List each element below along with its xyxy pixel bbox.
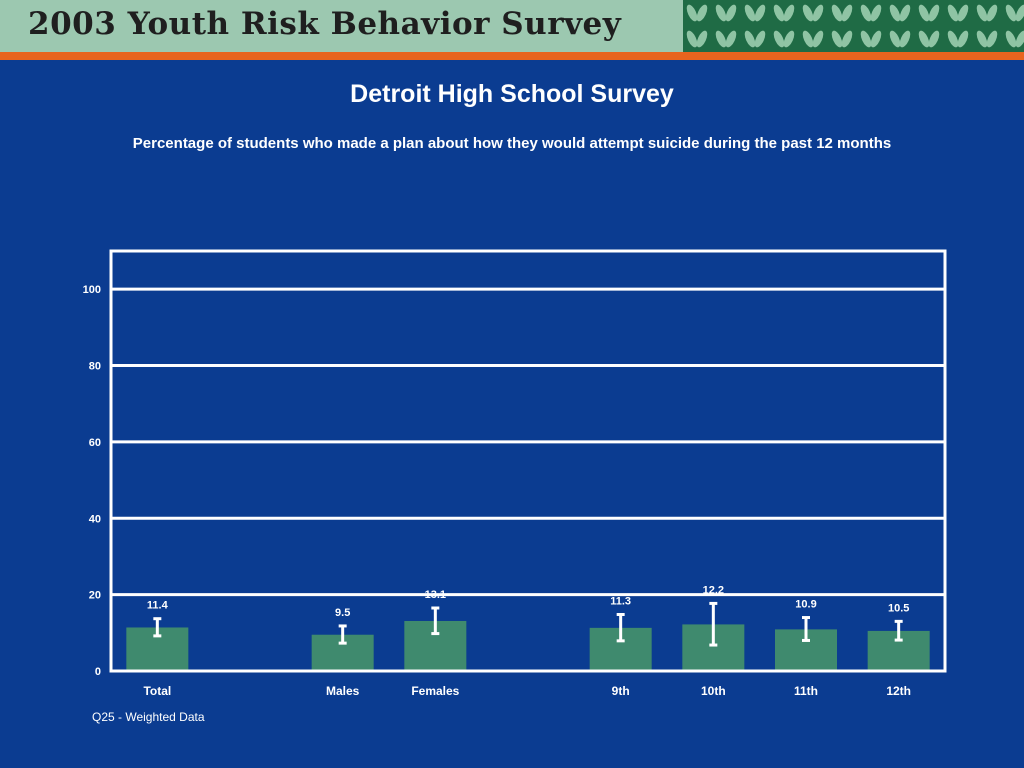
banner-stripe bbox=[0, 52, 1024, 60]
header-banner: 2003 Youth Risk Behavior Survey bbox=[0, 0, 1024, 52]
page-title: Detroit High School Survey bbox=[350, 80, 674, 108]
data-label: 11.3 bbox=[610, 595, 631, 607]
x-tick-label: 10th bbox=[701, 684, 726, 698]
leaf-pattern-icon bbox=[686, 4, 1024, 48]
y-tick-label: 40 bbox=[89, 513, 101, 525]
data-label: 13.1 bbox=[425, 589, 446, 601]
footnote: Q25 - Weighted Data bbox=[92, 710, 205, 724]
y-tick-label: 20 bbox=[89, 590, 101, 602]
chart-subtitle: Percentage of students who made a plan a… bbox=[132, 135, 892, 152]
y-tick-label: 60 bbox=[89, 437, 101, 449]
data-label: 11.4 bbox=[147, 600, 169, 612]
x-tick-label: Total bbox=[143, 684, 171, 698]
leaf-pattern-decoration bbox=[683, 0, 1024, 52]
x-tick-label: Males bbox=[326, 684, 360, 698]
x-tick-label: Females bbox=[411, 684, 459, 698]
data-label: 10.5 bbox=[888, 602, 909, 614]
x-tick-label: 11th bbox=[794, 684, 818, 698]
y-tick-label: 100 bbox=[83, 284, 101, 296]
x-tick-label: 12th bbox=[886, 684, 911, 698]
data-label: 12.2 bbox=[703, 584, 724, 596]
y-tick-label: 80 bbox=[89, 361, 101, 373]
data-label: 10.9 bbox=[795, 599, 816, 611]
y-tick-label: 0 bbox=[95, 666, 101, 678]
data-label: 9.5 bbox=[335, 607, 350, 619]
plot-frame bbox=[109, 249, 947, 673]
x-tick-label: 9th bbox=[612, 684, 630, 698]
banner-title: 2003 Youth Risk Behavior Survey bbox=[28, 6, 622, 42]
